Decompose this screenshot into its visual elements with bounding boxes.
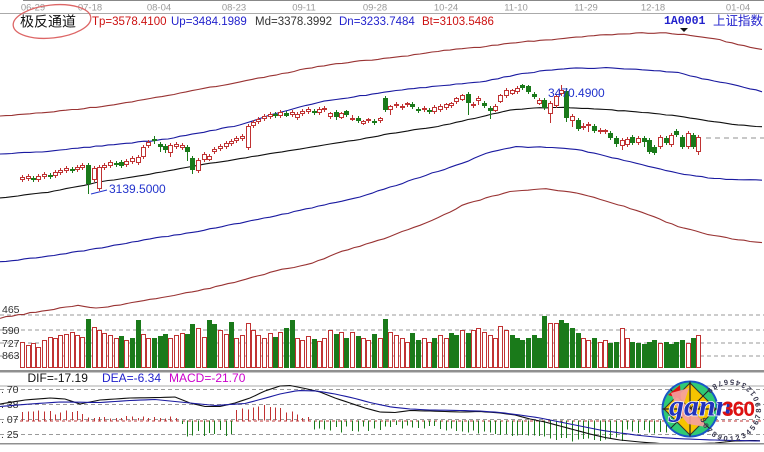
svg-text:8: 8 [754, 409, 763, 413]
svg-text:DIF=-17.19: DIF=-17.19 [28, 371, 89, 385]
svg-text:360: 360 [722, 398, 754, 421]
svg-text:3: 3 [697, 406, 706, 411]
svg-text:8: 8 [710, 429, 718, 439]
svg-text:5: 5 [730, 377, 735, 386]
svg-text:7: 7 [705, 426, 714, 435]
svg-text:6: 6 [701, 421, 711, 429]
svg-text:gann: gann [668, 390, 732, 423]
svg-text:上证指数: 上证指数 [713, 13, 764, 28]
svg-text:590: 590 [2, 325, 20, 337]
svg-text:DEA=-6.34: DEA=-6.34 [102, 371, 161, 385]
svg-text:4: 4 [697, 411, 707, 417]
svg-text:Dn=3233.7484: Dn=3233.7484 [339, 16, 415, 28]
svg-text:8: 8 [710, 382, 718, 392]
svg-text:Up=3484.1989: Up=3484.1989 [171, 16, 247, 28]
svg-text:0: 0 [751, 395, 761, 402]
svg-text:3470.4900: 3470.4900 [548, 86, 605, 100]
svg-text:08-23: 08-23 [222, 3, 246, 14]
svg-text:Md=3378.3992: Md=3378.3992 [255, 16, 332, 28]
svg-text:6: 6 [751, 419, 761, 427]
svg-text:2: 2 [744, 384, 753, 394]
svg-text:11-29: 11-29 [574, 3, 598, 14]
svg-text:0: 0 [723, 434, 728, 444]
svg-text:9: 9 [753, 402, 763, 408]
svg-text:2: 2 [734, 433, 740, 443]
svg-text:. 70: . 70 [1, 384, 19, 396]
svg-text:1A0001: 1A0001 [664, 15, 706, 28]
svg-text:Tp=3578.4100: Tp=3578.4100 [92, 16, 167, 28]
svg-text:6: 6 [723, 378, 728, 387]
svg-text:08-04: 08-04 [147, 3, 171, 14]
svg-text:9: 9 [716, 432, 723, 442]
svg-text:01-04: 01-04 [726, 3, 750, 14]
svg-text:MACD=-21.70: MACD=-21.70 [169, 371, 246, 385]
svg-text:10-24: 10-24 [434, 3, 458, 14]
svg-text:3139.5000: 3139.5000 [109, 182, 166, 196]
svg-text:863: 863 [2, 350, 20, 362]
svg-text:09-11: 09-11 [292, 3, 316, 14]
svg-text:5: 5 [698, 417, 708, 424]
svg-text:4: 4 [744, 427, 754, 437]
svg-text:7: 7 [717, 379, 724, 389]
svg-text:07-18: 07-18 [78, 3, 102, 14]
svg-text:. 25: . 25 [1, 429, 19, 441]
svg-text:465: 465 [2, 304, 20, 316]
svg-text:Bt=3103.5486: Bt=3103.5486 [422, 16, 494, 28]
svg-text:3: 3 [739, 431, 747, 441]
svg-text:12-18: 12-18 [641, 3, 665, 14]
svg-text:11-10: 11-10 [504, 3, 528, 14]
svg-text:9: 9 [705, 386, 714, 395]
svg-text:5: 5 [748, 423, 758, 432]
svg-text:1: 1 [729, 434, 734, 443]
svg-text:1: 1 [748, 389, 758, 398]
svg-text:727: 727 [2, 338, 20, 350]
svg-text:3: 3 [740, 381, 748, 391]
svg-text:4: 4 [734, 378, 741, 388]
svg-text:极反通道: 极反通道 [20, 14, 76, 30]
svg-text:. 07: . 07 [1, 414, 19, 426]
svg-text:09-28: 09-28 [363, 3, 387, 14]
svg-text:7: 7 [753, 414, 763, 420]
